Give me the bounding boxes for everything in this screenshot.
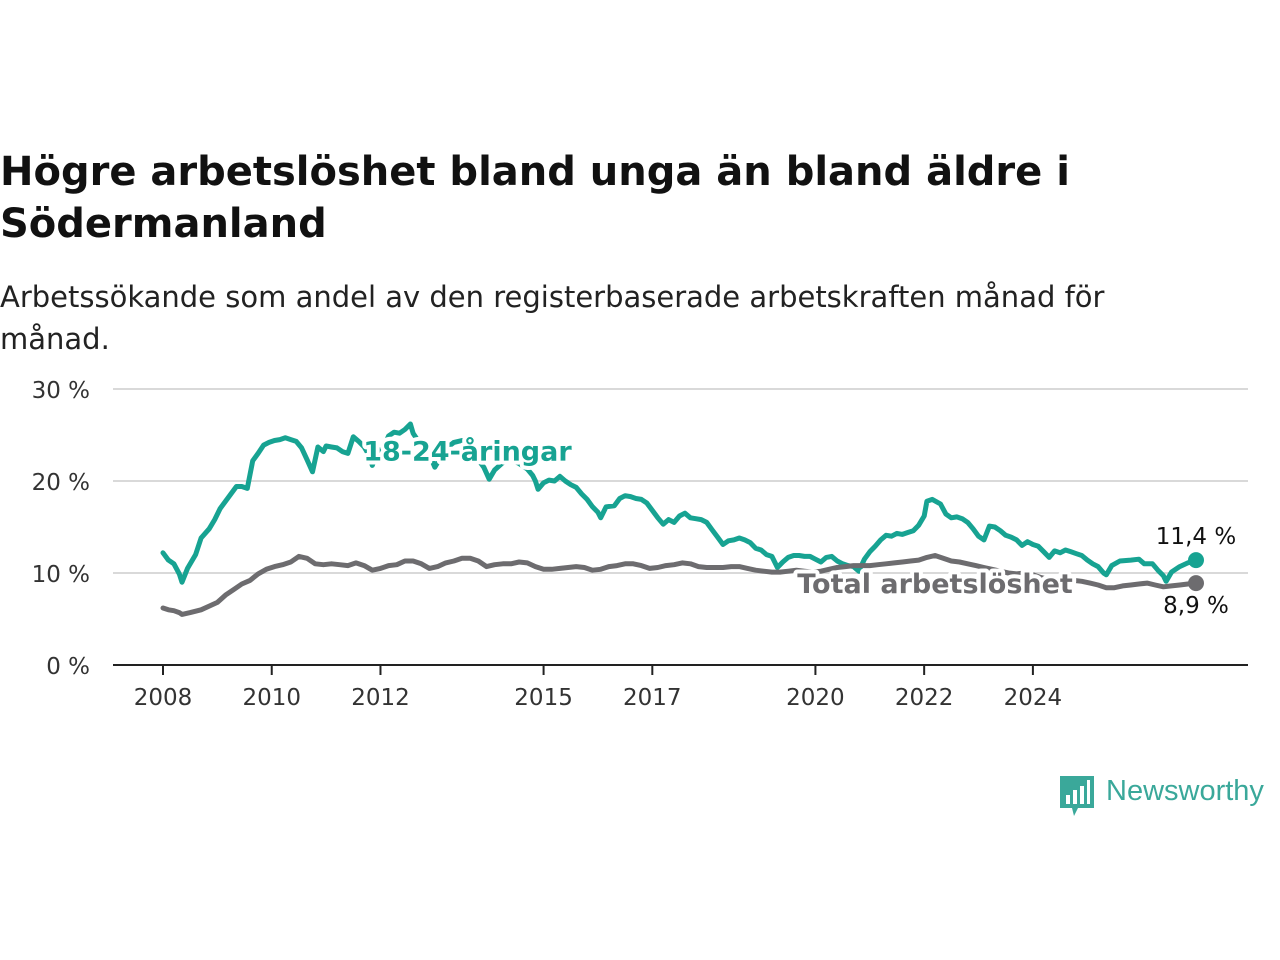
x-axis-ticks: 2008 2010 2012 2015 2017 2020 2022 2024 — [134, 665, 1062, 711]
series-labels: 18-24-åringar 11,4 % Total arbetslöshet 8,9… — [359, 432, 1239, 622]
chart-title: Högre arbetslöshet bland unga än bland ä… — [0, 149, 1070, 247]
x-tick-label: 2022 — [895, 685, 954, 711]
series-end-label-1: 8,9 % — [1163, 593, 1229, 619]
series-end-point-1 — [1188, 575, 1204, 592]
y-tick-label: 0 % — [46, 654, 90, 680]
y-tick-label: 20 % — [32, 470, 90, 496]
x-tick-label: 2010 — [242, 685, 301, 711]
series-lines — [160, 421, 1204, 617]
newsworthy-brand: Newsworthy — [1058, 772, 1280, 818]
series-name-label-1: Total arbetslöshet — [797, 569, 1073, 600]
gridlines — [113, 388, 1248, 574]
x-tick-label: 2020 — [786, 685, 845, 711]
series-line-1 — [160, 553, 1199, 617]
y-tick-label: 10 % — [32, 562, 90, 588]
brand-name: Newsworthy — [1106, 775, 1264, 807]
x-tick-label: 2012 — [351, 685, 410, 711]
x-tick-label: 2015 — [514, 685, 573, 711]
x-tick-label: 2017 — [623, 685, 682, 711]
series-line-0 — [160, 421, 1199, 585]
series-name-label-0: 18-24-åringar — [363, 436, 572, 468]
chart-bubble-icon — [1060, 776, 1094, 816]
y-axis-ticks: 0 % 10 % 20 % 30 % — [32, 378, 90, 680]
series-end-point-0 — [1188, 552, 1204, 569]
chart-subtitle: Arbetssökande som andel av den registerb… — [0, 280, 1105, 356]
series-end-label-0: 11,4 % — [1156, 524, 1236, 550]
x-tick-label: 2008 — [134, 685, 193, 711]
x-tick-label: 2024 — [1004, 685, 1063, 711]
y-tick-label: 30 % — [32, 378, 90, 404]
